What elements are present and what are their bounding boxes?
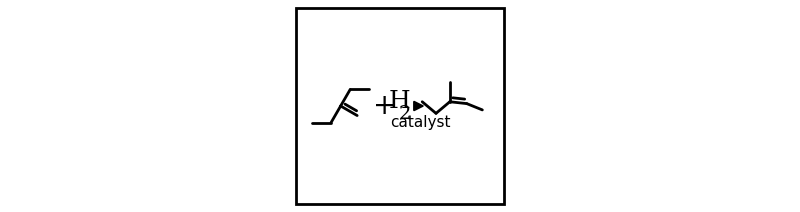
Text: H: H — [389, 90, 411, 113]
Text: catalyst: catalyst — [390, 116, 451, 130]
Text: +: + — [374, 92, 397, 120]
FancyBboxPatch shape — [296, 8, 504, 204]
Text: 2: 2 — [399, 106, 411, 123]
